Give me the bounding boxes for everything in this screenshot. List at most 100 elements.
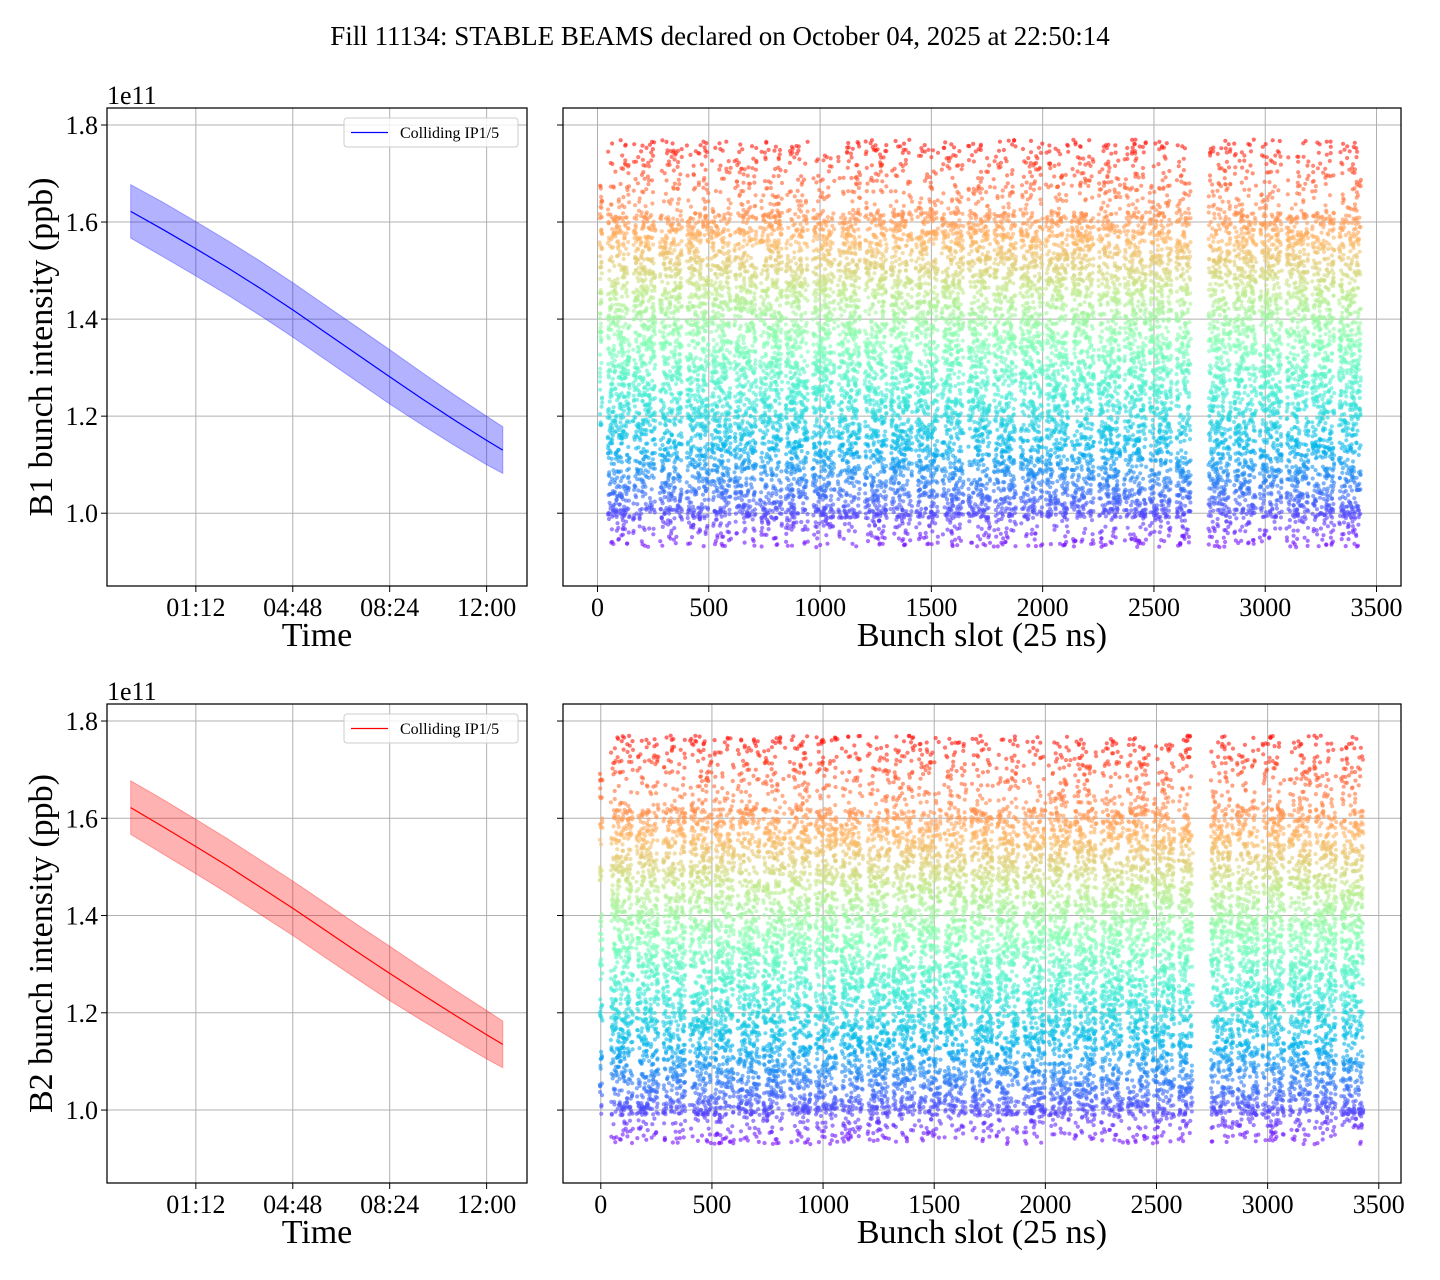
bunch-point [799,493,804,498]
bunch-point [754,314,759,319]
bunch-point [727,445,733,450]
bunch-point [752,204,757,209]
bunch-point [621,408,627,413]
bunch-point [819,246,824,251]
bunch-point [804,221,809,226]
bunch-point [711,309,716,314]
bunch-point [694,331,699,336]
bunch-point [664,178,669,183]
bunch-point [677,478,682,483]
bunch-point [700,421,705,426]
bunch-point [638,272,644,277]
bunch-point [748,321,753,326]
bunch-point [783,525,789,530]
bunch-point [753,337,759,342]
bunch-point [788,242,793,247]
bunch-point [746,199,751,205]
y-tick-label: 1.2 [66,402,99,431]
bunch-point [625,280,630,285]
bunch-point [663,239,668,244]
bunch-point [732,247,737,252]
bunch-point [820,233,825,238]
bunch-point [738,333,744,338]
bunch-point [647,226,652,231]
bunch-point [760,288,765,293]
bunch-point [772,194,777,199]
bunch-point [820,190,825,195]
bunch-point [672,181,678,186]
bunch-point [711,303,716,308]
bunch-point [637,507,643,513]
bunch-point [607,327,612,332]
bunch-point [793,319,798,324]
bunch-point [626,192,631,197]
bunch-point [653,442,658,447]
bunch-point [712,479,717,484]
bunch-point [674,534,679,539]
bunch-point [797,274,803,279]
bunch-point [748,482,754,487]
bunch-point [693,309,698,314]
bunch-point [764,213,770,218]
bunch-point [677,351,682,356]
bunch-point [810,467,815,472]
bunch-point [664,151,670,156]
bunch-point [779,469,784,474]
bunch-point [737,354,742,359]
bunch-point [759,490,764,495]
bunch-point [698,448,703,453]
bunch-point [699,466,704,471]
bunch-point [759,333,764,338]
bunch-point [676,222,681,227]
bunch-point [804,320,809,325]
bunch-point [677,182,682,187]
bunch-point [770,277,775,282]
bunch-point [658,272,663,277]
bunch-point [616,447,621,453]
bunch-point [780,210,785,215]
bunch-point [672,495,677,501]
bunch-point [627,341,632,346]
bunch-point [622,315,627,320]
bunch-point [736,338,741,343]
scatter-points [597,137,1363,550]
bunch-point [622,376,627,381]
bunch-point [787,160,793,165]
bunch-point [641,525,646,530]
bunch-point [704,354,709,359]
bunch-point [831,426,836,432]
bunch-point [717,141,722,146]
bunch-point [623,527,628,532]
bunch-point [738,368,743,373]
bunch-point [856,185,862,191]
bunch-point [659,321,664,326]
bunch-point [795,386,800,391]
bunch-point [613,214,618,219]
bunch-point [714,517,719,522]
bunch-point [752,543,757,548]
bunch-point [637,411,642,416]
bunch-point [693,185,698,190]
bunch-point [624,363,629,368]
bunch-point [717,446,722,451]
bunch-point [800,193,805,198]
bunch-point [690,504,696,509]
bunch-point [817,227,823,232]
bunch-point [678,419,683,424]
bunch-point [675,201,681,206]
bunch-point [671,239,677,244]
bunch-point [763,469,768,474]
bunch-point [641,299,646,304]
bunch-point [818,178,823,183]
bunch-point [822,507,827,512]
bunch-point [605,434,611,439]
bunch-point [798,221,803,227]
bunch-point [687,330,693,335]
bunch-point [785,470,790,475]
bunch-point [796,440,802,445]
bunch-point [785,444,790,449]
bunch-point [727,350,733,355]
bunch-point [738,257,743,262]
bunch-point [739,166,744,171]
bunch-point [796,241,801,246]
